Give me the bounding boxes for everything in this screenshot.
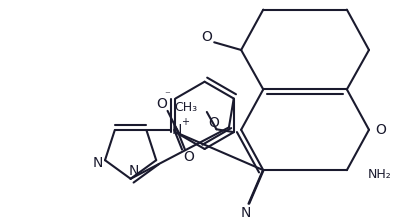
Text: NH₂: NH₂	[368, 169, 392, 182]
Text: +: +	[181, 117, 189, 127]
Text: ⁻: ⁻	[165, 90, 170, 101]
Text: N: N	[128, 164, 139, 178]
Text: CH₃: CH₃	[174, 101, 197, 114]
Text: O: O	[156, 97, 167, 111]
Text: N: N	[172, 123, 182, 137]
Text: N: N	[241, 206, 251, 220]
Text: O: O	[208, 116, 219, 130]
Text: O: O	[201, 31, 212, 44]
Text: N: N	[92, 156, 103, 170]
Text: O: O	[375, 123, 386, 137]
Text: O: O	[183, 150, 194, 164]
